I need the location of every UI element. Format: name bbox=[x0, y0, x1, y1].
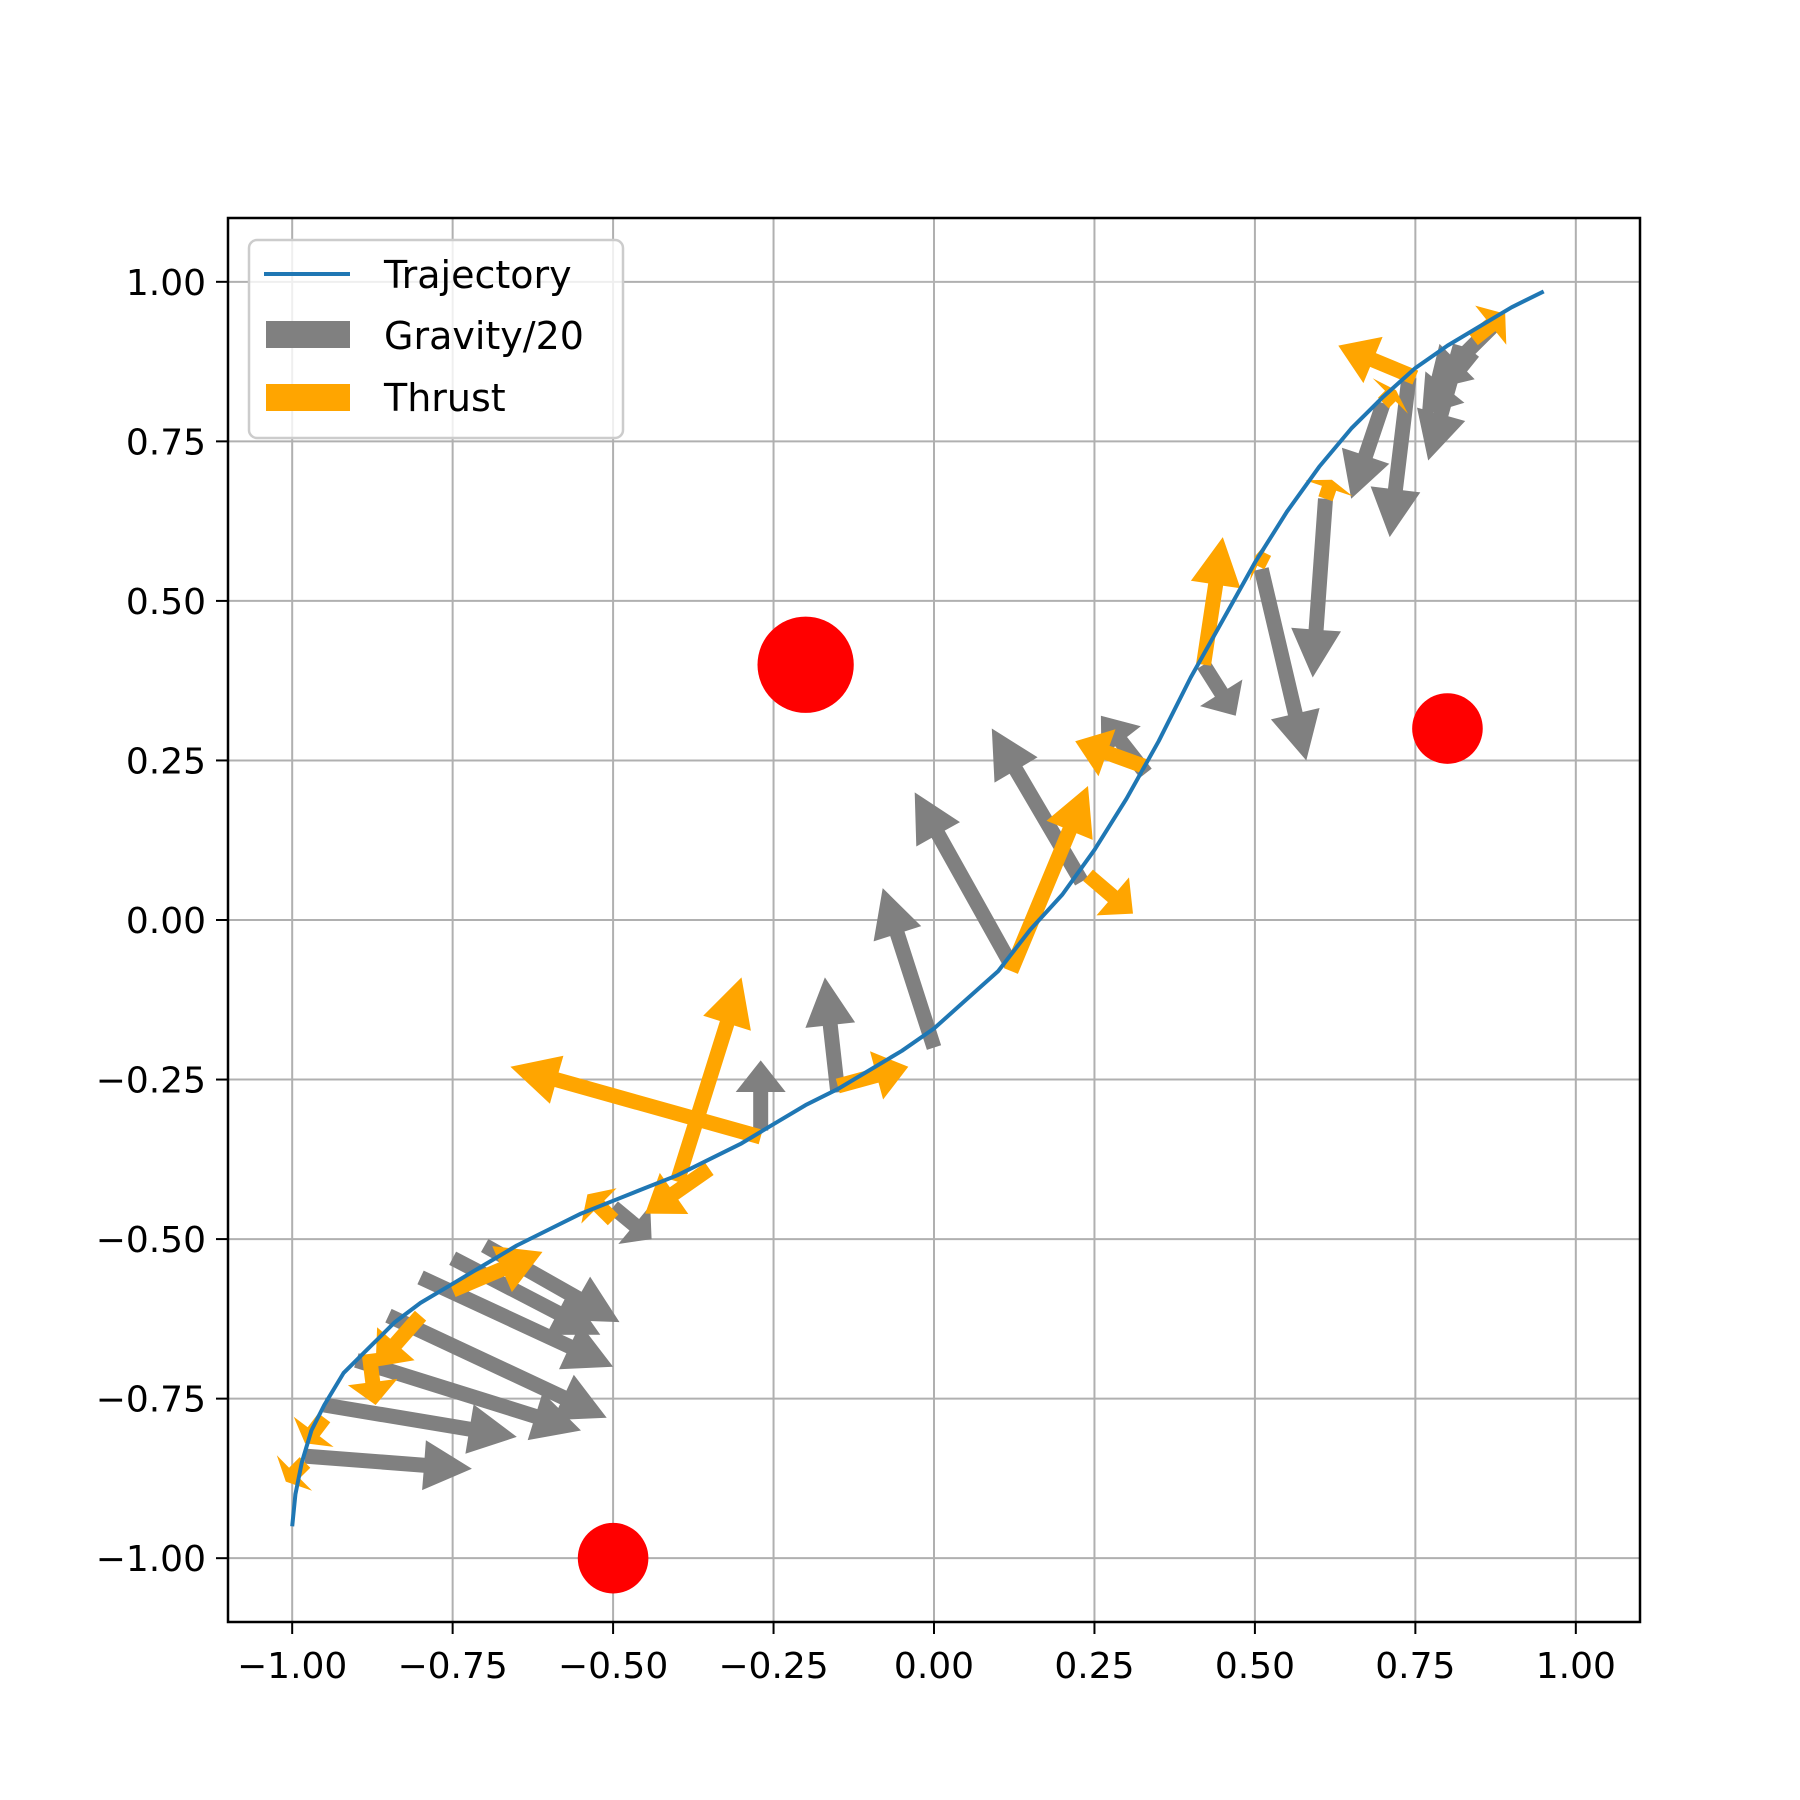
thrust-arrow bbox=[1190, 537, 1241, 666]
gravity-arrow bbox=[1341, 400, 1391, 499]
gravity-arrow bbox=[1291, 498, 1341, 678]
thrust-arrow bbox=[1338, 336, 1419, 385]
legend: Trajectory Gravity/20 Thrust bbox=[247, 238, 625, 440]
thrust-arrow bbox=[1305, 479, 1353, 502]
gravity-arrow bbox=[873, 888, 942, 1050]
gravity-arrow bbox=[1254, 567, 1320, 761]
gravity-arrow bbox=[735, 1060, 786, 1131]
gravity-arrow bbox=[608, 1201, 652, 1244]
gravity-arrow bbox=[304, 1440, 472, 1491]
gravity-arrows bbox=[304, 321, 1498, 1491]
legend-swatch-thrust bbox=[266, 384, 350, 411]
x-tick-label: −0.25 bbox=[718, 1646, 828, 1687]
thrust-arrow bbox=[670, 977, 751, 1184]
y-tick-label: 0.00 bbox=[126, 901, 206, 942]
gravity-arrow bbox=[385, 1308, 607, 1421]
thrust-arrow bbox=[1372, 378, 1408, 414]
trajectory-series bbox=[290, 289, 1545, 1527]
gravity-arrow bbox=[805, 977, 856, 1094]
obstacle-marker bbox=[1412, 693, 1483, 764]
y-tick-label: −1.00 bbox=[96, 1539, 206, 1580]
thrust-arrow bbox=[645, 1162, 714, 1214]
thrust-arrows bbox=[276, 305, 1507, 1491]
y-tick-label: 0.75 bbox=[126, 422, 206, 463]
x-tick-label: 0.50 bbox=[1215, 1646, 1295, 1687]
thrust-arrow bbox=[449, 1246, 543, 1297]
x-axis-ticks: −1.00 −0.75 −0.50 −0.25 0.00 0.25 0.50 0.75 1.00 bbox=[237, 1622, 1616, 1687]
y-tick-label: −0.75 bbox=[96, 1380, 206, 1421]
thrust-arrow bbox=[1083, 869, 1133, 916]
legend-swatch-gravity bbox=[266, 321, 350, 348]
grid-lines bbox=[228, 218, 1640, 1622]
obstacle-marker bbox=[577, 1522, 649, 1594]
x-tick-label: −1.00 bbox=[237, 1646, 347, 1687]
gravity-arrow bbox=[323, 1397, 517, 1454]
thrust-arrow bbox=[1004, 786, 1093, 974]
y-tick-label: 0.25 bbox=[126, 741, 206, 782]
trajectory-line bbox=[290, 289, 1545, 1527]
y-axis-ticks: −1.00 −0.75 −0.50 −0.25 0.00 0.25 0.50 0.75 1.00 bbox=[96, 263, 228, 1580]
thrust-arrow bbox=[375, 1310, 427, 1367]
gravity-arrow bbox=[1370, 376, 1421, 538]
y-tick-label: −0.25 bbox=[96, 1061, 206, 1102]
thrust-arrow bbox=[347, 1353, 398, 1405]
gravity-arrow bbox=[914, 792, 1018, 969]
gravity-arrow bbox=[354, 1353, 581, 1441]
x-tick-label: 0.75 bbox=[1375, 1646, 1455, 1687]
plot-frame bbox=[226, 216, 1642, 1624]
x-tick-label: −0.50 bbox=[558, 1646, 668, 1687]
obstacles bbox=[577, 616, 1483, 1594]
gravity-arrow bbox=[1197, 660, 1243, 716]
thrust-arrow bbox=[835, 1051, 909, 1100]
legend-label-trajectory: Trajectory bbox=[383, 253, 572, 297]
x-tick-label: 0.00 bbox=[894, 1646, 974, 1687]
y-tick-label: 1.00 bbox=[126, 263, 206, 304]
thrust-arrow bbox=[1249, 536, 1272, 582]
gravity-arrow bbox=[417, 1270, 614, 1370]
y-tick-label: −0.50 bbox=[96, 1220, 206, 1261]
thrust-arrow bbox=[1075, 729, 1149, 777]
legend-label-gravity: Gravity/20 bbox=[384, 314, 584, 358]
x-tick-label: −0.75 bbox=[397, 1646, 507, 1687]
legend-label-thrust: Thrust bbox=[383, 376, 506, 420]
obstacle-marker bbox=[757, 616, 854, 713]
y-tick-label: 0.50 bbox=[126, 582, 206, 623]
x-tick-label: 1.00 bbox=[1536, 1646, 1616, 1687]
x-tick-label: 0.25 bbox=[1054, 1646, 1134, 1687]
